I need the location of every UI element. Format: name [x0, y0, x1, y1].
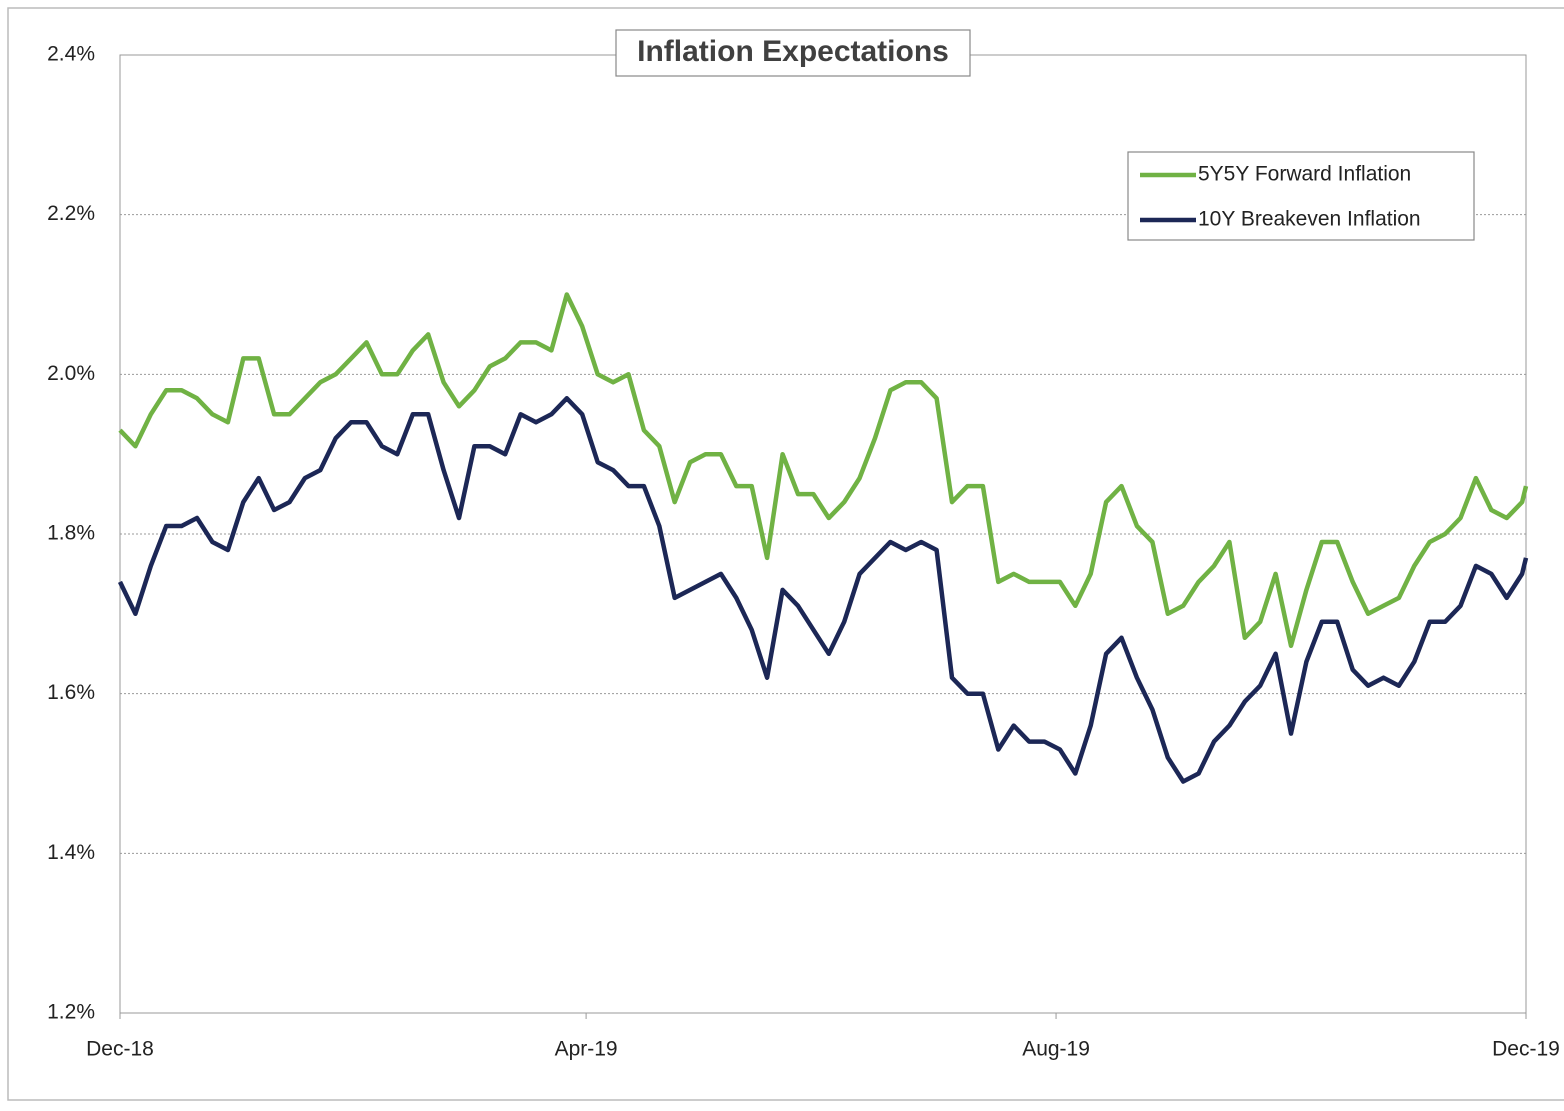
legend	[1127, 151, 1475, 241]
y-tick-label: 2.0%	[47, 362, 95, 385]
data-line	[118, 292, 1529, 649]
y-tick-label: 1.8%	[47, 522, 95, 545]
x-tick-label: Aug-19	[1022, 1038, 1090, 1061]
legend-label: 5Y5Y Forward Inflation	[1198, 163, 1411, 186]
title-box	[615, 29, 971, 77]
data-line	[117, 396, 1529, 784]
chart-title: Inflation Expectations	[637, 35, 949, 68]
y-tick-label: 2.2%	[47, 202, 95, 225]
y-tick-label: 2.4%	[47, 43, 95, 66]
x-tick-label: Dec-18	[86, 1038, 154, 1061]
y-tick-label: 1.6%	[47, 681, 95, 704]
legend-items: 5Y5Y Forward Inflation 10Y Breakeven Infl…	[1140, 163, 1421, 231]
legend-label: 10Y Breakeven Inflation	[1198, 208, 1421, 231]
y-tick-label: 1.4%	[47, 841, 95, 864]
x-tick-label: Apr-19	[555, 1038, 618, 1061]
lines-layer	[117, 292, 1529, 784]
y-tick-label: 1.2%	[47, 1001, 95, 1024]
x-tick-label: Dec-19	[1492, 1038, 1560, 1061]
